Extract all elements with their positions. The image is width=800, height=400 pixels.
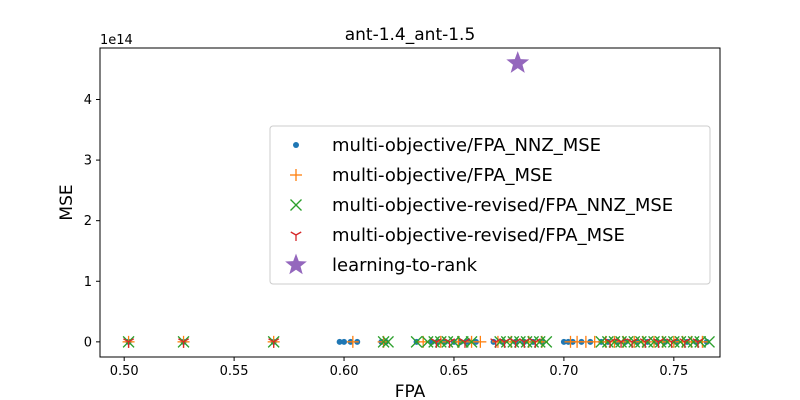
y-tick-label: 0 <box>84 335 92 350</box>
data-point <box>346 335 359 348</box>
legend-marker <box>293 142 299 148</box>
x-tick-label: 0.75 <box>659 364 688 379</box>
x-tick-label: 0.70 <box>549 364 578 379</box>
data-point <box>474 335 487 348</box>
data-point <box>692 338 704 348</box>
data-point <box>694 335 707 348</box>
data-point <box>178 338 190 348</box>
chart-title: ant-1.4_ant-1.5 <box>345 25 476 45</box>
x-tick-label: 0.60 <box>330 364 359 379</box>
data-point <box>456 335 469 348</box>
data-point <box>615 338 627 348</box>
legend-label: multi-objective/FPA_MSE <box>332 165 553 186</box>
data-point <box>540 335 553 348</box>
legend-item: learning-to-rank <box>285 253 478 276</box>
series-3 <box>123 338 704 348</box>
data-point <box>491 335 504 348</box>
legend-box <box>269 125 711 285</box>
plot-frame <box>99 47 721 358</box>
data-point <box>679 338 691 348</box>
data-point <box>498 338 511 348</box>
legend-label: multi-objective-revised/FPA_NNZ_MSE <box>332 195 673 216</box>
x-axis-label: FPA <box>395 382 426 400</box>
legend-item: multi-objective/FPA_NNZ_MSE <box>293 135 601 156</box>
plot-area: 0.50 0.55 0.60 0.65 0.70 0.75 0 1 2 3 4 <box>84 47 721 379</box>
y-tick-label: 3 <box>84 154 92 169</box>
data-point <box>410 335 423 348</box>
legend-item: multi-objective/FPA_MSE <box>290 165 553 186</box>
data-point <box>666 338 678 348</box>
y-tick-label: 4 <box>84 93 92 108</box>
data-point <box>448 335 460 348</box>
data-point <box>123 338 135 348</box>
legend-marker <box>290 231 302 241</box>
data-point <box>529 338 541 348</box>
data-point <box>518 338 530 348</box>
data-point <box>703 335 715 348</box>
data-point <box>639 338 651 348</box>
legend-marker <box>290 169 302 181</box>
data-point <box>382 335 394 348</box>
data-point <box>588 335 601 348</box>
data-point <box>465 335 478 348</box>
y-offset-label: 1e14 <box>100 33 133 48</box>
series-4 <box>506 51 530 73</box>
data-point <box>377 335 390 348</box>
legend-marker <box>285 253 307 275</box>
x-tick-label: 0.65 <box>439 364 468 379</box>
data-point <box>430 338 442 348</box>
data-point <box>459 338 471 348</box>
data-point <box>626 338 638 348</box>
legend-item: multi-objective-revised/FPA_MSE <box>290 225 625 246</box>
y-tick-label: 1 <box>84 275 92 290</box>
x-tick-label: 0.55 <box>220 364 249 379</box>
data-point <box>604 338 616 348</box>
legend: multi-objective/FPA_NNZ_MSE multi-objecti… <box>269 125 711 285</box>
data-point <box>506 51 530 73</box>
y-tick-label: 2 <box>84 214 92 229</box>
data-point <box>652 338 664 348</box>
x-tick-label: 0.50 <box>110 364 139 379</box>
legend-marker <box>290 199 302 211</box>
data-point <box>336 338 343 345</box>
data-point <box>444 338 456 348</box>
data-point <box>341 338 348 345</box>
legend-label: multi-objective/FPA_NNZ_MSE <box>332 135 601 156</box>
legend-item: multi-objective-revised/FPA_NNZ_MSE <box>290 195 673 216</box>
series-2 <box>122 335 715 348</box>
data-point <box>560 338 567 345</box>
legend-label: learning-to-rank <box>332 255 478 276</box>
y-axis-label: MSE <box>57 184 77 220</box>
legend-label: multi-objective-revised/FPA_MSE <box>332 225 625 246</box>
data-point <box>268 338 280 348</box>
